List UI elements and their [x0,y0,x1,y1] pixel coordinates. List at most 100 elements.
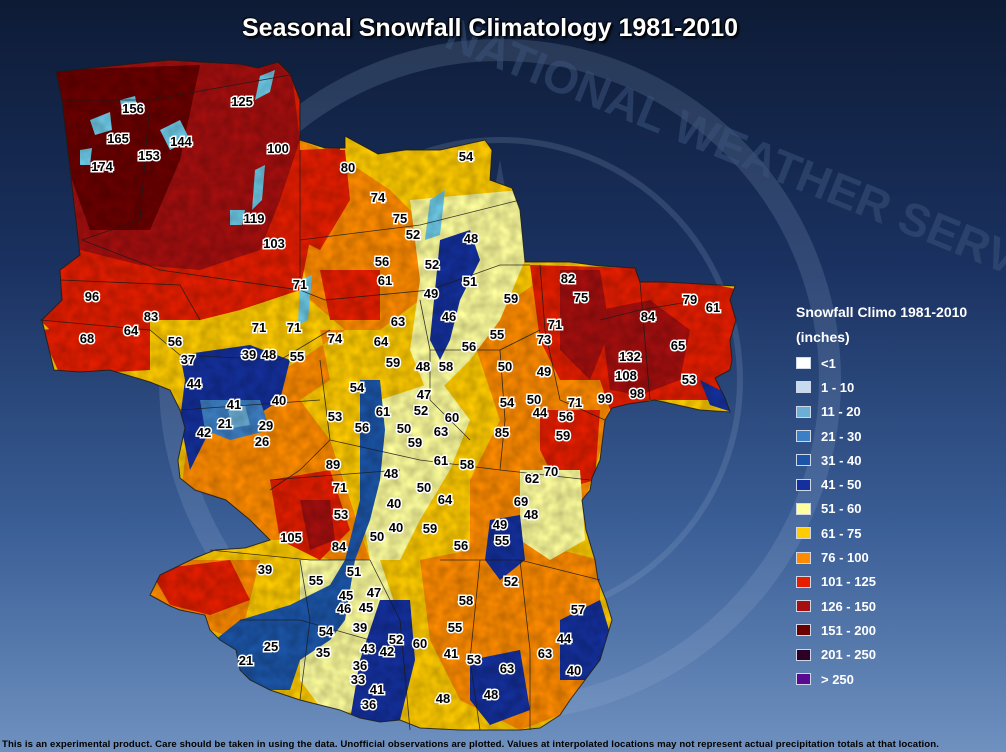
obs-label: 60 [413,636,427,651]
obs-label: 62 [525,471,539,486]
obs-label: 60 [445,410,459,425]
obs-label: 56 [462,339,476,354]
legend-item: 201 - 250 [796,643,967,667]
legend-label: <1 [821,355,836,371]
obs-label: 56 [559,409,573,424]
obs-label: 71 [252,320,266,335]
obs-label: 58 [459,593,473,608]
legend-item: 126 - 150 [796,594,967,618]
obs-label: 49 [493,517,507,532]
legend-label: 51 - 60 [821,501,862,517]
legend-swatch [796,624,811,637]
obs-label: 55 [490,327,504,342]
obs-label: 63 [500,661,514,676]
obs-label: 59 [556,428,570,443]
legend-swatch [796,430,811,443]
legend-swatch [796,405,811,418]
legend-item: 11 - 20 [796,400,967,424]
obs-label: 68 [80,331,94,346]
obs-label: 58 [439,359,453,374]
legend-swatch [796,478,811,491]
county-boundaries [39,59,737,731]
observation-labels: 156 125 165 144 153 174 100 119 103 80 7… [78,93,721,714]
obs-label: 54 [319,624,334,639]
obs-label: 25 [264,639,278,654]
legend-label: 41 - 50 [821,477,862,493]
obs-label: 75 [393,211,407,226]
obs-label: 61 [378,273,392,288]
legend: Snowfall Climo 1981-2010 (inches) <1 1 - … [796,304,967,691]
legend-label: 61 - 75 [821,525,862,541]
obs-label: 64 [374,334,389,349]
legend-swatch [796,357,811,370]
legend-item: 51 - 60 [796,497,967,521]
legend-item: 151 - 200 [796,618,967,642]
obs-label: 156 [122,101,144,116]
obs-label: 55 [495,533,509,548]
obs-label: 55 [309,573,323,588]
legend-items: <1 1 - 10 11 - 20 21 - 30 31 - 40 41 - 50 51 -… [796,351,967,691]
obs-label: 42 [380,644,394,659]
obs-label: 51 [347,564,361,579]
obs-label: 75 [574,290,588,305]
legend-swatch [796,502,811,515]
obs-label: 108 [615,368,637,383]
legend-label: 11 - 20 [821,404,861,420]
legend-label: 126 - 150 [821,598,876,614]
obs-label: 40 [389,520,403,535]
obs-label: 36 [362,697,376,712]
obs-label: 89 [326,457,340,472]
obs-label: 53 [334,507,348,522]
obs-label: 71 [548,317,562,332]
legend-title: Snowfall Climo 1981-2010 [796,304,968,320]
obs-label: 48 [524,507,538,522]
legend-label: 1 - 10 [821,379,855,395]
obs-label: 41 [227,397,241,412]
obs-label: 36 [353,658,367,673]
obs-label: 51 [463,274,477,289]
legend-item: 76 - 100 [796,545,967,569]
legend-units: (inches) [796,329,850,345]
obs-label: 174 [91,159,113,174]
obs-label: 39 [258,562,272,577]
obs-label: 59 [423,521,437,536]
obs-label: 47 [417,387,431,402]
legend-label: 76 - 100 [821,550,869,566]
legend-swatch [796,600,811,613]
obs-label: 40 [387,496,401,511]
obs-label: 35 [316,645,330,660]
obs-label: 47 [367,585,381,600]
map-title: Seasonal Snowfall Climatology 1981-2010 [241,14,739,42]
obs-label: 48 [464,231,478,246]
obs-label: 52 [389,632,403,647]
obs-label: 63 [391,314,405,329]
obs-label: 132 [619,349,641,364]
obs-label: 63 [434,424,448,439]
legend-item: 61 - 75 [796,521,967,545]
obs-label: 48 [384,466,398,481]
obs-label: 85 [495,425,509,440]
obs-label: 56 [355,420,369,435]
obs-label: 49 [537,364,551,379]
legend-swatch [796,551,811,564]
obs-label: 80 [341,160,355,175]
obs-label: 33 [351,672,365,687]
obs-label: 52 [406,227,420,242]
obs-label: 53 [682,372,696,387]
obs-label: 54 [500,395,515,410]
disclaimer-text: This is an experimental product. Care sh… [2,739,939,750]
obs-label: 153 [138,148,160,163]
obs-label: 103 [263,236,285,251]
legend-swatch [796,575,811,588]
obs-label: 83 [144,309,158,324]
obs-label: 40 [272,393,286,408]
obs-label: 64 [438,492,453,507]
obs-label: 44 [187,376,202,391]
obs-label: 54 [350,380,365,395]
obs-label: 56 [168,334,182,349]
obs-label: 74 [328,331,343,346]
obs-label: 59 [408,435,422,450]
legend-label: > 250 [821,671,854,687]
obs-label: 55 [448,620,462,635]
legend-label: 151 - 200 [821,622,876,638]
